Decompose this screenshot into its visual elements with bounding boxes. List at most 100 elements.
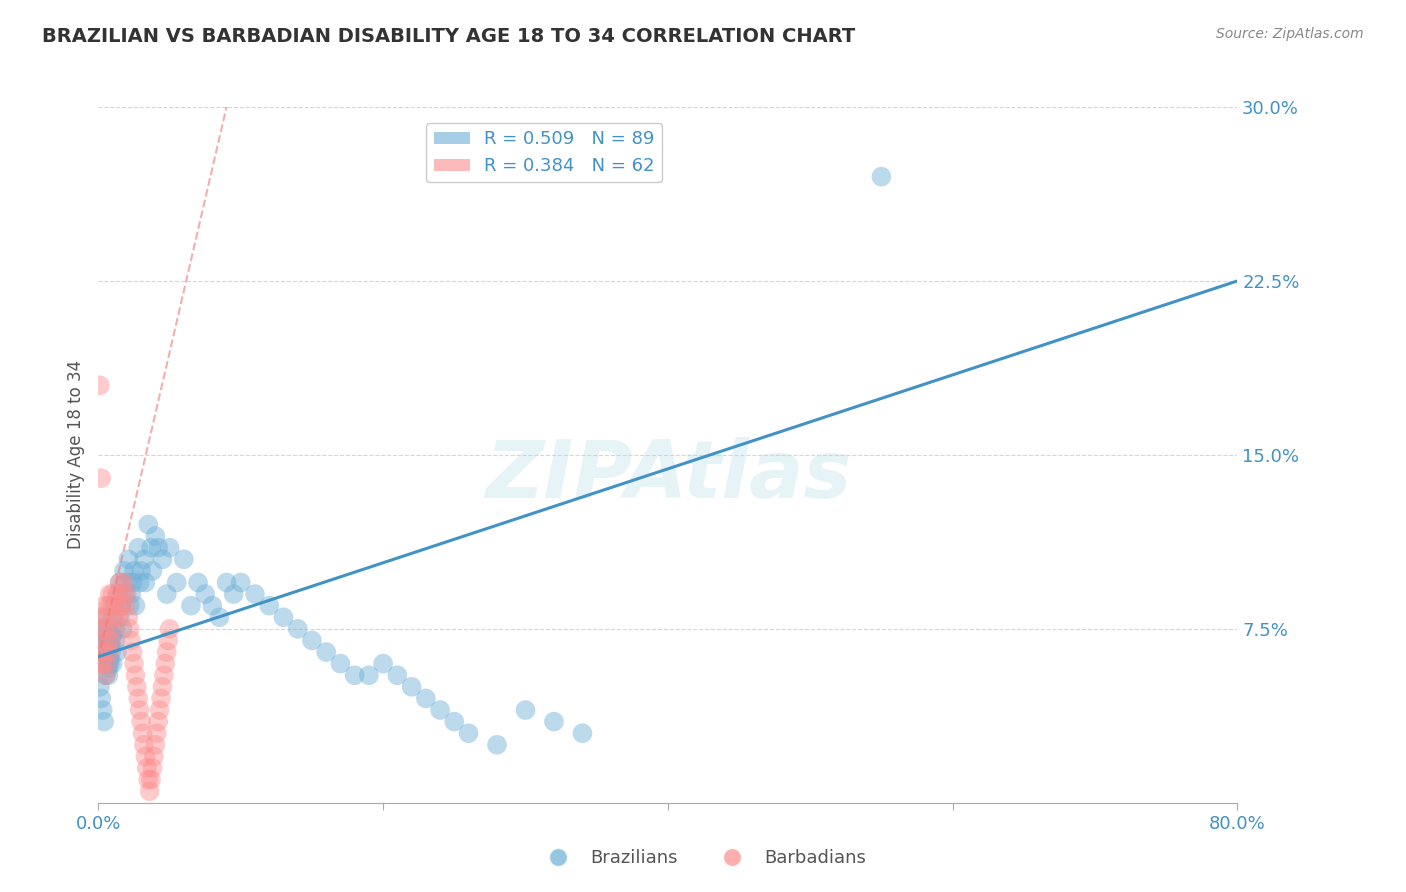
Point [443,714,465,729]
Point [107,587,129,601]
Point [148,541,170,555]
Point [343,668,366,682]
Point [94,622,117,636]
Point [457,726,479,740]
Point [132,552,155,566]
Point [141,761,163,775]
Point [93,599,115,613]
Point [96,657,118,671]
Point [93,645,115,659]
Point [96,657,118,671]
Point [571,726,593,740]
Point [153,668,176,682]
Point [100,633,122,648]
Point [124,668,146,682]
Point [114,587,136,601]
Point [357,668,380,682]
Point [89,622,111,636]
Point [136,772,159,787]
Point [100,638,122,652]
Point [120,633,142,648]
Point [215,575,238,590]
Point [159,541,181,555]
Point [93,638,115,652]
Point [96,610,118,624]
Point [259,599,281,613]
Point [173,552,195,566]
Point [103,610,125,624]
Point [486,738,509,752]
Point [101,629,124,643]
Point [543,714,565,729]
Point [90,471,112,485]
Point [108,575,131,590]
Point [148,714,170,729]
Point [180,599,202,613]
Text: ZIPAtlas: ZIPAtlas [485,437,851,515]
Point [96,622,118,636]
Point [134,749,156,764]
Point [98,587,121,601]
Point [208,610,231,624]
Point [222,587,245,601]
Point [145,738,167,752]
Point [112,564,135,578]
Point [329,657,352,671]
Point [121,575,143,590]
Point [111,587,134,601]
Point [115,587,138,601]
Point [93,714,115,729]
Point [243,587,266,601]
Point [187,575,209,590]
Point [97,599,120,613]
Point [105,645,128,659]
Point [100,629,122,643]
Point [90,645,112,659]
Point [104,599,127,613]
Point [103,599,125,613]
Point [108,575,131,590]
Point [155,657,177,671]
Point [90,610,112,624]
Point [131,726,153,740]
Point [89,378,111,392]
Point [94,629,117,643]
Point [135,761,157,775]
Point [138,784,160,798]
Point [159,622,181,636]
Point [111,622,134,636]
Point [89,680,111,694]
Point [94,668,117,682]
Point [90,622,112,636]
Point [91,610,114,624]
Point [97,633,120,648]
Point [301,633,323,648]
Point [104,622,127,636]
Point [870,169,893,184]
Point [157,633,180,648]
Point [101,610,124,624]
Point [122,564,145,578]
Point [139,772,162,787]
Point [91,657,114,671]
Point [156,587,179,601]
Point [94,668,117,682]
Point [98,652,121,666]
Point [201,599,224,613]
Point [98,645,121,659]
Text: Source: ZipAtlas.com: Source: ZipAtlas.com [1216,27,1364,41]
Point [515,703,537,717]
Point [100,599,122,613]
Point [122,657,145,671]
Point [156,645,179,659]
Point [125,680,148,694]
Point [94,657,117,671]
Point [127,691,149,706]
Point [107,610,129,624]
Point [128,703,150,717]
Point [91,703,114,717]
Legend: R = 0.509   N = 89, R = 0.384   N = 62: R = 0.509 N = 89, R = 0.384 N = 62 [426,123,662,183]
Point [146,726,169,740]
Point [108,610,131,624]
Point [127,541,149,555]
